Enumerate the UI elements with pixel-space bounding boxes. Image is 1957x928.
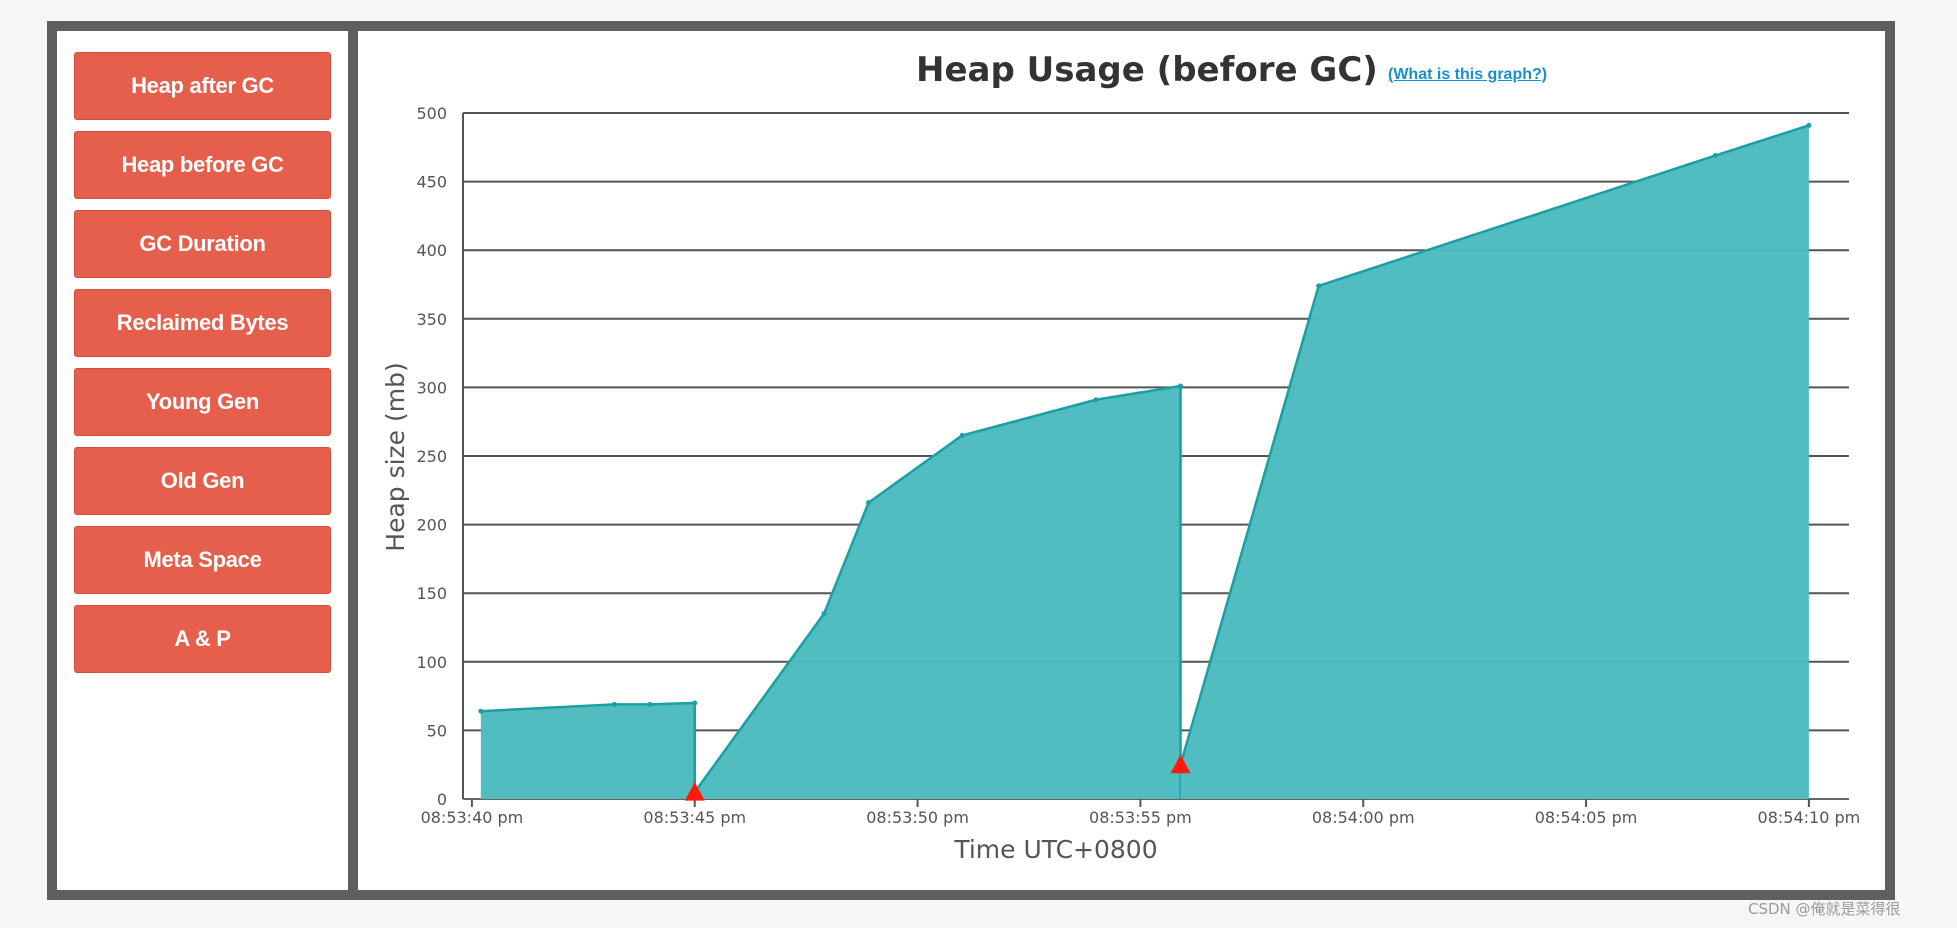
x-tick-label-3: 08:53:55 pm [1089,808,1192,827]
heap-before-gc-button[interactable]: Heap before GC [74,131,331,199]
data-point-1-5 [1178,383,1184,389]
chart-title: Heap Usage (before GC) [916,50,1378,90]
x-axis-title: Time UTC+0800 [953,835,1157,864]
data-point-1-2 [866,500,872,506]
watermark: CSDN @俺就是菜得很 [1748,900,1901,918]
y-tick-label-350: 350 [416,310,447,329]
data-point-1-4 [1093,397,1099,403]
y-axis-title: Heap size (mb) [381,362,410,551]
y-tick-label-450: 450 [416,173,447,192]
a-and-p-button[interactable]: A & P [74,605,331,673]
x-tick-label-0: 08:53:40 pm [421,808,524,827]
data-point-0-3 [692,700,698,706]
axes: 0 50 100 150 200 250 300 350 400 450 500 08:53:40 p… [416,104,1860,827]
sidebar: Heap after GC Heap before GC GC Duration… [74,52,331,684]
y-tick-label-150: 150 [416,584,447,603]
data-point-0-2 [647,701,653,707]
young-gen-button[interactable]: Young Gen [74,368,331,436]
y-tick-label-400: 400 [416,241,447,260]
frame-divider [348,21,358,900]
what-is-this-graph-link[interactable]: (What is this graph?) [1388,66,1548,83]
y-tick-label-100: 100 [416,653,447,672]
y-tick-label-0: 0 [437,790,447,809]
y-tick-label-200: 200 [416,516,447,535]
x-tick-label-4: 08:54:00 pm [1312,808,1415,827]
area-segment-2 [1180,125,1809,799]
reclaimed-bytes-button[interactable]: Reclaimed Bytes [74,289,331,357]
area-segment-1 [694,386,1181,799]
area-segment-0 [480,702,695,799]
data-point-2-3 [1806,122,1812,128]
gc-event-marker-0 [684,782,705,801]
data-point-2-1 [1316,283,1322,289]
gc-event-marker-1 [1170,754,1191,774]
data-point-2-2 [1712,153,1718,159]
y-tick-label-50: 50 [427,721,447,740]
meta-space-button[interactable]: Meta Space [74,526,331,594]
heap-area-series [478,122,1812,799]
y-tick-label-250: 250 [416,447,447,466]
x-tick-label-1: 08:53:45 pm [643,808,746,827]
data-point-1-1 [821,611,827,617]
data-point-1-3 [959,432,965,438]
gc-event-markers [684,754,1191,801]
old-gen-button[interactable]: Old Gen [74,447,331,515]
gc-duration-button[interactable]: GC Duration [74,210,331,278]
x-tick-label-6: 08:54:10 pm [1758,808,1861,827]
y-tick-label-500: 500 [416,104,447,123]
heap-after-gc-button[interactable]: Heap after GC [74,52,331,120]
line-segment-2 [1179,124,1810,766]
x-tick-label-2: 08:53:50 pm [866,808,969,827]
x-tick-label-5: 08:54:05 pm [1535,808,1638,827]
y-tick-label-300: 300 [416,378,447,397]
data-point-0-0 [478,708,484,714]
data-point-0-1 [612,701,618,707]
